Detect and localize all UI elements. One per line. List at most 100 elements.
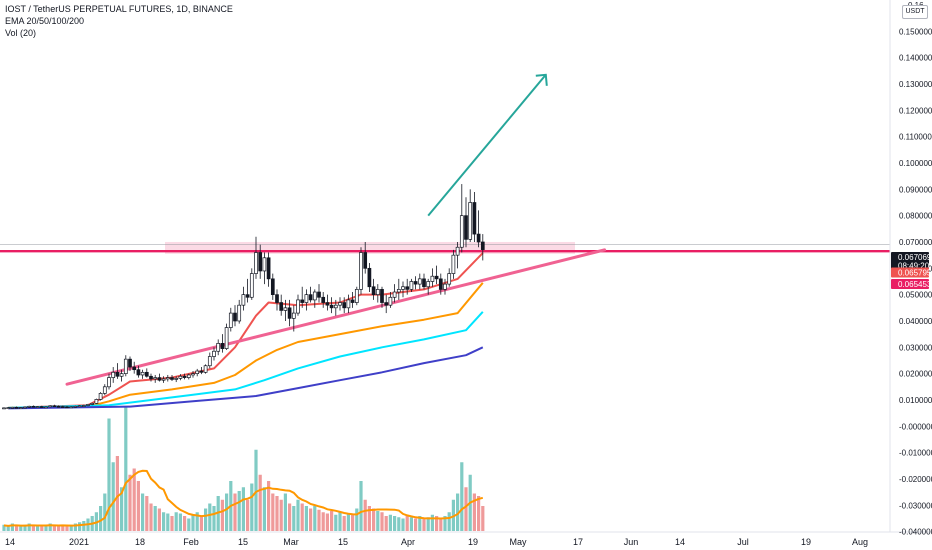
price-tick-label: 0.130000 [899,80,932,89]
volume-bars [2,406,485,531]
volume-bar [208,503,212,531]
time-tick-label: 17 [573,537,583,547]
volume-bar [359,481,363,531]
volume-bar [170,516,174,531]
volume-ma-line [3,469,484,527]
volume-bar [241,487,245,531]
volume-bar [426,517,430,531]
candle [266,252,271,287]
time-tick-label: 2021 [69,537,89,547]
svg-text:0.065453: 0.065453 [898,280,932,289]
candle [291,305,296,332]
volume-bar [477,496,481,531]
volume-bar [44,524,48,531]
candle [77,405,82,408]
trendline[interactable] [65,248,607,386]
currency-button[interactable]: USDT [902,5,928,19]
time-tick-label: 14 [675,537,685,547]
volume-bar [153,506,157,531]
candle [157,373,162,382]
candle [262,252,267,285]
volume-bar [178,513,182,531]
volume-bar [430,514,434,531]
ema-200-line [8,346,484,410]
candle [380,286,384,308]
price-tick-label: 0.050000 [899,291,932,300]
candle [443,278,447,295]
candle [132,361,137,374]
volume-bar [367,506,371,531]
indicator-vol-label[interactable]: Vol (20) [5,28,37,38]
volume-bar [271,493,275,531]
volume-bar [57,526,61,531]
candle [111,367,116,383]
ema-100-line [8,311,484,409]
candle [69,406,74,409]
candle [245,278,250,303]
volume-bar [304,506,308,531]
candle [140,369,145,379]
volume-bar [393,516,397,531]
candle [65,406,69,409]
resistance-zone-box [165,241,575,254]
volume-bar [124,406,128,531]
arrow-head[interactable] [535,73,548,86]
volume-bar [321,512,325,531]
volume-bar [296,499,300,531]
volume-bar [447,512,451,531]
volume-bar [237,491,241,531]
candle [48,405,53,408]
volume-bar [99,506,103,531]
candle [321,292,326,308]
time-tick-label: 14 [5,537,15,547]
volume-bar [267,481,271,531]
candle [123,355,128,377]
indicator-ema-label[interactable]: EMA 20/50/100/200 [5,16,85,26]
candle [367,263,372,293]
price-tick-label: 0.010000 [899,396,932,405]
candle [212,347,216,361]
target-arrow[interactable] [427,73,548,217]
price-tick-label: 0.080000 [899,212,932,221]
volume-bar [65,526,69,531]
arrow-shaft[interactable] [427,74,547,217]
candle [73,405,78,408]
price-tick-label: 0.140000 [899,54,932,63]
candle [35,406,40,408]
candle [10,406,15,409]
candle [451,249,456,279]
price-tick-label: 0.030000 [899,343,932,352]
price-axis[interactable]: 0.160.1500000.1400000.1300000.1200000.11… [899,1,932,537]
candle [338,297,342,311]
candle [165,374,170,382]
volume-bar [460,462,464,531]
resistance-zone [0,241,890,254]
volume-bar [6,526,10,531]
candle [144,368,149,378]
time-tick-label: Mar [283,537,299,547]
candle [220,334,225,353]
volume-bar [300,503,304,531]
candle [86,403,90,407]
candle [39,405,44,408]
price-tick-label: 0.040000 [899,317,932,326]
candle [317,284,321,303]
candle [60,405,65,408]
price-tick-label: 0.110000 [899,133,932,142]
candle [56,405,61,408]
ascending-trendline[interactable] [65,248,607,386]
volume-bar [107,418,111,531]
candle [472,191,477,242]
candle [287,299,292,327]
volume-bar [334,514,338,531]
price-tick-label: 0.120000 [899,106,932,115]
candle [31,405,36,408]
candle [476,210,481,248]
candle [199,367,204,375]
time-axis[interactable]: 14 2021 18 Feb 15 Mar 15 Apr 19 May 17 Jun 14 Jul 19 Au… [5,537,868,547]
volume-bar [162,512,166,531]
volume-bar [422,518,426,531]
candle [107,373,111,390]
candle [350,292,355,308]
